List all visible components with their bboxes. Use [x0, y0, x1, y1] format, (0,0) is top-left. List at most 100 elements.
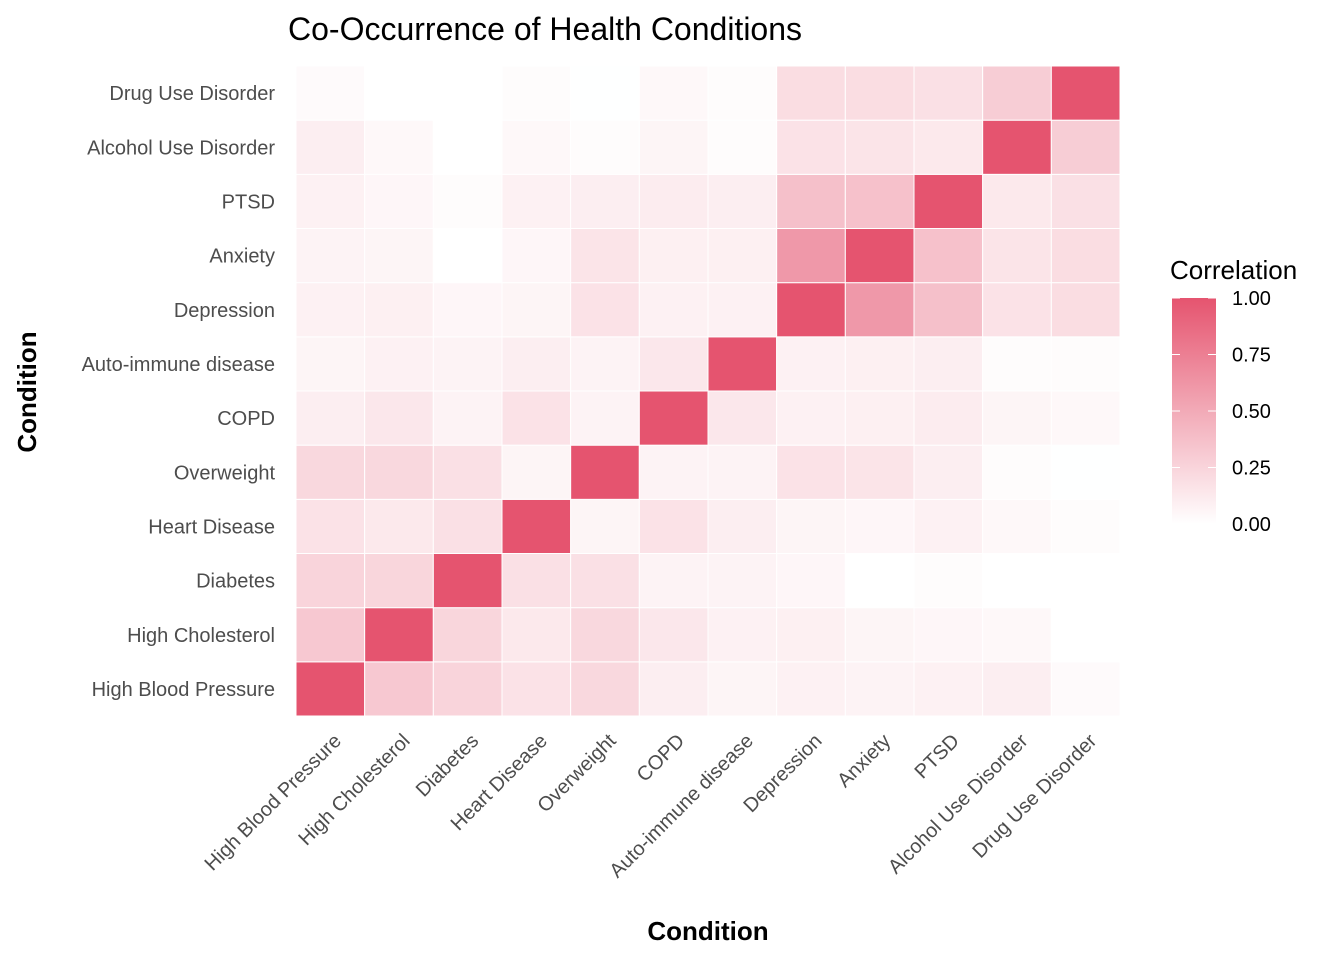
heatmap-cell	[638, 390, 709, 446]
y-tick-label: Depression	[174, 300, 275, 322]
heatmap-cell	[570, 390, 640, 446]
legend-tick-label: 0.25	[1232, 458, 1271, 480]
y-tick-label: Heart Disease	[148, 516, 275, 538]
heatmap-cell	[501, 228, 572, 284]
x-tick-label: Drug Use Disorder	[969, 730, 1102, 863]
heatmap-cell	[982, 173, 1052, 229]
heatmap-cell	[776, 607, 846, 663]
heatmap-cell	[982, 65, 1052, 121]
heatmap-cell	[295, 444, 366, 500]
heatmap-cell	[982, 228, 1052, 284]
heatmap-cell	[432, 228, 503, 284]
legend-tick-label: 0.75	[1232, 345, 1271, 367]
x-tick-label: PTSD	[911, 730, 964, 783]
heatmap-cell	[844, 444, 915, 500]
heatmap-cell	[501, 282, 572, 338]
y-axis-tick-labels: High Blood Pressure High Cholesterol Diabe…	[82, 83, 276, 701]
heatmap-cell	[707, 444, 778, 500]
heatmap-cell	[844, 65, 915, 121]
heatmap-cell	[570, 607, 640, 663]
heatmap-cell	[913, 65, 984, 121]
heatmap-cell	[776, 444, 846, 500]
heatmap-cell	[844, 119, 915, 175]
heatmap-cell	[1050, 498, 1121, 555]
heatmap-cell	[913, 390, 984, 446]
heatmap-cell	[913, 553, 984, 609]
heatmap-cell	[295, 498, 366, 555]
heatmap-cell	[776, 661, 846, 717]
heatmap-cell	[638, 282, 709, 338]
heatmap-cell	[501, 607, 572, 663]
heatmap-cell	[364, 228, 434, 284]
heatmap-cell	[638, 498, 709, 555]
legend-tick-label: 0.50	[1232, 401, 1271, 423]
heatmap-cell	[844, 553, 915, 609]
heatmap-cell	[913, 173, 984, 229]
heatmap-cell	[844, 498, 915, 555]
heatmap-cell	[707, 661, 778, 717]
y-tick-label: Auto-immune disease	[82, 354, 275, 376]
x-tick-label: Anxiety	[833, 730, 895, 792]
y-tick-label: Alcohol Use Disorder	[87, 137, 275, 159]
heatmap-cell	[982, 282, 1052, 338]
heatmap-cell	[844, 173, 915, 229]
heatmap-cell	[844, 336, 915, 392]
y-tick-label: PTSD	[222, 191, 275, 213]
heatmap-cell	[1050, 661, 1121, 717]
heatmap-cell	[364, 173, 434, 229]
heatmap-cell	[501, 390, 572, 446]
heatmap-cell	[982, 444, 1052, 500]
heatmap-cell	[638, 661, 709, 717]
heatmap-cell	[707, 607, 778, 663]
heatmap-cell	[295, 173, 366, 229]
legend-title: Correlation	[1170, 255, 1297, 285]
heatmap-cells	[295, 65, 1121, 717]
heatmap-cell	[707, 119, 778, 175]
heatmap-cell	[776, 336, 846, 392]
y-axis-title: Condition	[12, 331, 42, 452]
heatmap-cell	[913, 228, 984, 284]
heatmap-cell	[364, 390, 434, 446]
heatmap-cell	[707, 498, 778, 555]
heatmap-cell	[913, 661, 984, 717]
heatmap-cell	[364, 282, 434, 338]
heatmap-cell	[913, 444, 984, 500]
heatmap-cell	[364, 65, 434, 121]
heatmap-cell	[982, 607, 1052, 663]
heatmap-cell	[570, 498, 640, 555]
heatmap-cell	[776, 553, 846, 609]
color-legend: Correlation 1.00 0.75 0.50 0.25 0.00	[1170, 255, 1297, 536]
heatmap-cell	[844, 390, 915, 446]
heatmap-cell	[432, 553, 503, 609]
heatmap-cell	[570, 173, 640, 229]
heatmap-cell	[707, 282, 778, 338]
y-tick-label: COPD	[217, 408, 275, 430]
heatmap-cell	[1050, 444, 1121, 500]
heatmap-cell	[501, 444, 572, 500]
chart-title: Co-Occurrence of Health Conditions	[288, 11, 802, 47]
heatmap-cell	[638, 119, 709, 175]
heatmap-cell	[295, 390, 366, 446]
heatmap-cell	[707, 173, 778, 229]
heatmap-cell	[1050, 553, 1121, 609]
heatmap-cell	[432, 336, 503, 392]
heatmap-cell	[913, 336, 984, 392]
y-tick-label: Diabetes	[196, 571, 275, 593]
heatmap-cell	[982, 553, 1052, 609]
heatmap-cell	[432, 65, 503, 121]
heatmap-cell	[295, 553, 366, 609]
heatmap-cell	[501, 119, 572, 175]
heatmap-cell	[1050, 173, 1121, 229]
heatmap-cell	[570, 282, 640, 338]
heatmap-cell	[776, 228, 846, 284]
heatmap-cell	[982, 498, 1052, 555]
heatmap-cell	[1050, 119, 1121, 175]
heatmap-cell	[432, 661, 503, 717]
heatmap-cell	[638, 173, 709, 229]
heatmap-cell	[638, 553, 709, 609]
heatmap-cell	[570, 661, 640, 717]
x-axis-title: Condition	[647, 916, 768, 946]
heatmap-cell	[1050, 390, 1121, 446]
y-tick-label: High Blood Pressure	[92, 679, 275, 701]
